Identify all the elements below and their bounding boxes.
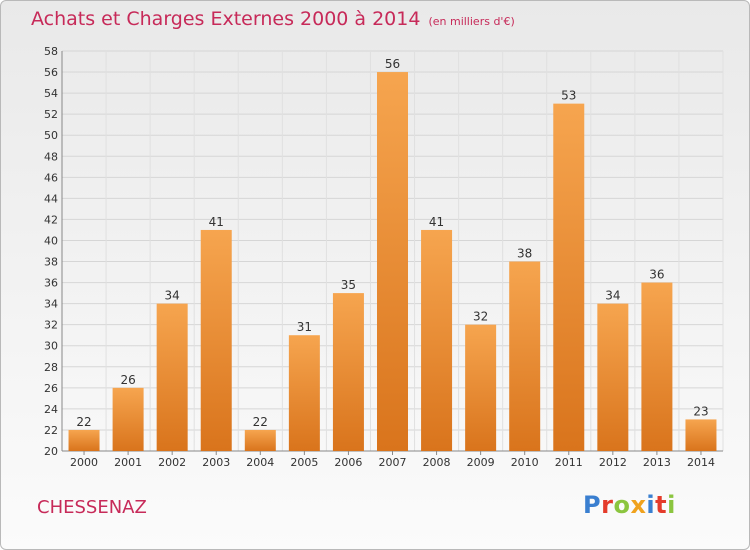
- data-label: 26: [120, 373, 135, 387]
- y-tick-label: 46: [44, 171, 58, 184]
- y-tick-label: 28: [44, 361, 58, 374]
- chart-subtitle: (en milliers d'€): [428, 15, 515, 28]
- data-label: 36: [649, 268, 664, 282]
- bar-2001: [112, 387, 144, 451]
- chart-title-text: Achats et Charges Externes 2000 à 2014: [31, 8, 421, 30]
- data-label: 53: [561, 89, 576, 103]
- data-label: 32: [473, 310, 488, 324]
- data-label: 38: [517, 247, 532, 261]
- bar-2003: [200, 229, 232, 451]
- y-tick-label: 58: [44, 45, 58, 58]
- bar-2012: [597, 303, 629, 451]
- proxiti-logo[interactable]: Proxiti: [583, 491, 676, 519]
- labels: 22 26 34 41 22 31 35 56 41 32 38 53 34 36 23: [76, 57, 708, 429]
- y-tick-label: 32: [44, 319, 58, 332]
- x-tick-label: 2005: [290, 456, 318, 469]
- y-tick-label: 24: [44, 403, 58, 416]
- chart-title: Achats et Charges Externes 2000 à 2014 (e…: [31, 8, 515, 30]
- x-tick-label: 2009: [467, 456, 495, 469]
- bar-2002: [156, 303, 188, 451]
- x-tick-label: 2003: [202, 456, 230, 469]
- bar-2006: [332, 293, 364, 451]
- y-tick-label: 36: [44, 277, 58, 290]
- x-tick-label: 2014: [687, 456, 715, 469]
- bar-2013: [641, 282, 673, 451]
- y-tick-label: 38: [44, 256, 58, 269]
- y-tick-label: 50: [44, 129, 58, 142]
- x-tick-label: 2004: [246, 456, 274, 469]
- commune-name: CHESSENAZ: [37, 497, 147, 518]
- y-tick-label: 34: [44, 298, 58, 311]
- bar-2014: [685, 419, 717, 451]
- x-tick-label: 2006: [334, 456, 362, 469]
- y-tick-label: 54: [44, 87, 58, 100]
- y-tick-label: 20: [44, 445, 58, 458]
- data-label: 35: [341, 278, 356, 292]
- x-tick-label: 2010: [511, 456, 539, 469]
- data-label: 34: [165, 289, 180, 303]
- y-tick-label: 44: [44, 192, 58, 205]
- bar-2005: [288, 335, 320, 451]
- x-tick-label: 2013: [643, 456, 671, 469]
- bars: [68, 72, 717, 451]
- data-label: 41: [209, 215, 224, 229]
- bar-2010: [509, 261, 541, 451]
- x-tick-label: 2000: [70, 456, 98, 469]
- x-tick-label: 2008: [423, 456, 451, 469]
- bar-2007: [377, 72, 408, 451]
- bar-2011: [553, 103, 585, 451]
- x-tick-label: 2011: [555, 456, 583, 469]
- y-tick-label: 52: [44, 108, 58, 121]
- data-label: 22: [76, 415, 91, 429]
- y-tick-label: 56: [44, 66, 58, 79]
- data-label: 34: [605, 289, 620, 303]
- data-label: 41: [429, 215, 444, 229]
- x-tick-label: 2002: [158, 456, 186, 469]
- x-tick-label: 2007: [379, 456, 407, 469]
- data-label: 56: [385, 57, 400, 71]
- bar-2000: [68, 429, 100, 451]
- x-tick-label: 2012: [599, 456, 627, 469]
- y-tick-label: 48: [44, 150, 58, 163]
- x-tick-label: 2001: [114, 456, 142, 469]
- y-tick-label: 30: [44, 340, 58, 353]
- bar-2009: [465, 324, 497, 451]
- y-tick-label: 26: [44, 382, 58, 395]
- y-tick-label: 22: [44, 424, 58, 437]
- bar-2004: [244, 429, 276, 451]
- data-label: 23: [693, 404, 708, 418]
- bar-2008: [421, 229, 453, 451]
- data-label: 31: [297, 320, 312, 334]
- data-label: 22: [253, 415, 268, 429]
- y-tick-label: 40: [44, 234, 58, 247]
- y-tick-label: 42: [44, 213, 58, 226]
